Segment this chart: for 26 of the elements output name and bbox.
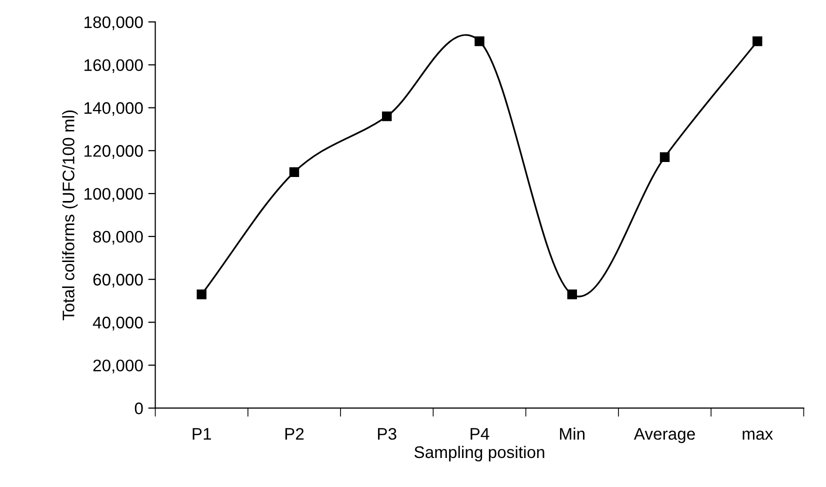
y-tick-label: 0 <box>134 402 143 414</box>
y-tick-label: 160,000 <box>84 59 143 73</box>
x-tick-label: P2 <box>285 428 304 440</box>
y-axis-title: Total coliforms (UFC/100 ml) <box>62 110 78 320</box>
y-tick-label: 60,000 <box>93 274 143 288</box>
x-tick-label: P3 <box>378 428 396 440</box>
y-tick-label: 140,000 <box>84 102 143 116</box>
point <box>474 36 484 46</box>
point <box>382 111 392 122</box>
x-axis-title: Sampling position <box>414 446 544 462</box>
y-tick-label: 80,000 <box>93 230 143 245</box>
x-tick-label: Average <box>634 428 695 444</box>
y-tick-label: 20,000 <box>93 360 143 374</box>
point <box>752 36 762 46</box>
point <box>196 290 206 300</box>
y-tick-label: 180,000 <box>84 16 143 30</box>
x-tick-label: P1 <box>192 428 211 440</box>
x-tick-label: Min <box>560 428 584 440</box>
x-tick-label: P4 <box>470 428 490 440</box>
y-tick-label: 120,000 <box>84 145 143 159</box>
point <box>567 290 577 300</box>
y-tick-label: 40,000 <box>92 316 143 330</box>
y-tick-label: 100,000 <box>84 188 143 202</box>
point <box>289 167 300 177</box>
point <box>660 152 670 162</box>
x-tick-label: max <box>742 430 773 440</box>
